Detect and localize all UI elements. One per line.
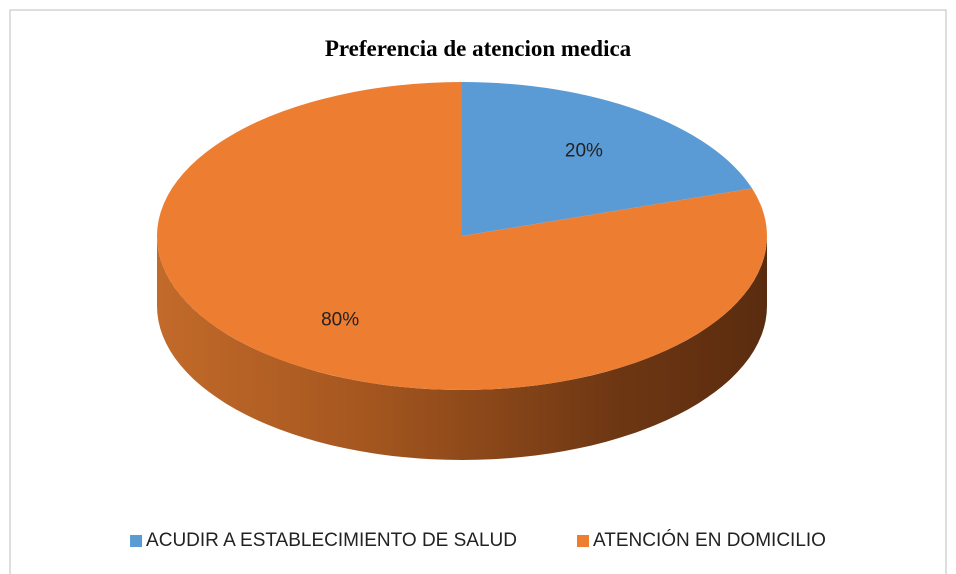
data-label: 80%	[321, 310, 359, 331]
pie-slice	[462, 82, 753, 236]
chart-border	[9, 9, 947, 574]
pie-slice	[157, 82, 768, 390]
legend-label: ATENCIÓN EN DOMICILIO	[593, 529, 826, 551]
legend-swatch	[577, 535, 589, 547]
legend-swatch	[130, 535, 143, 547]
pie-side	[157, 236, 767, 460]
chart-title: Preferencia de atencion medica	[325, 36, 632, 61]
data-label: 20%	[565, 140, 603, 161]
legend-label: ACUDIR A ESTABLECIMIENTO DE SALUD	[146, 530, 517, 551]
